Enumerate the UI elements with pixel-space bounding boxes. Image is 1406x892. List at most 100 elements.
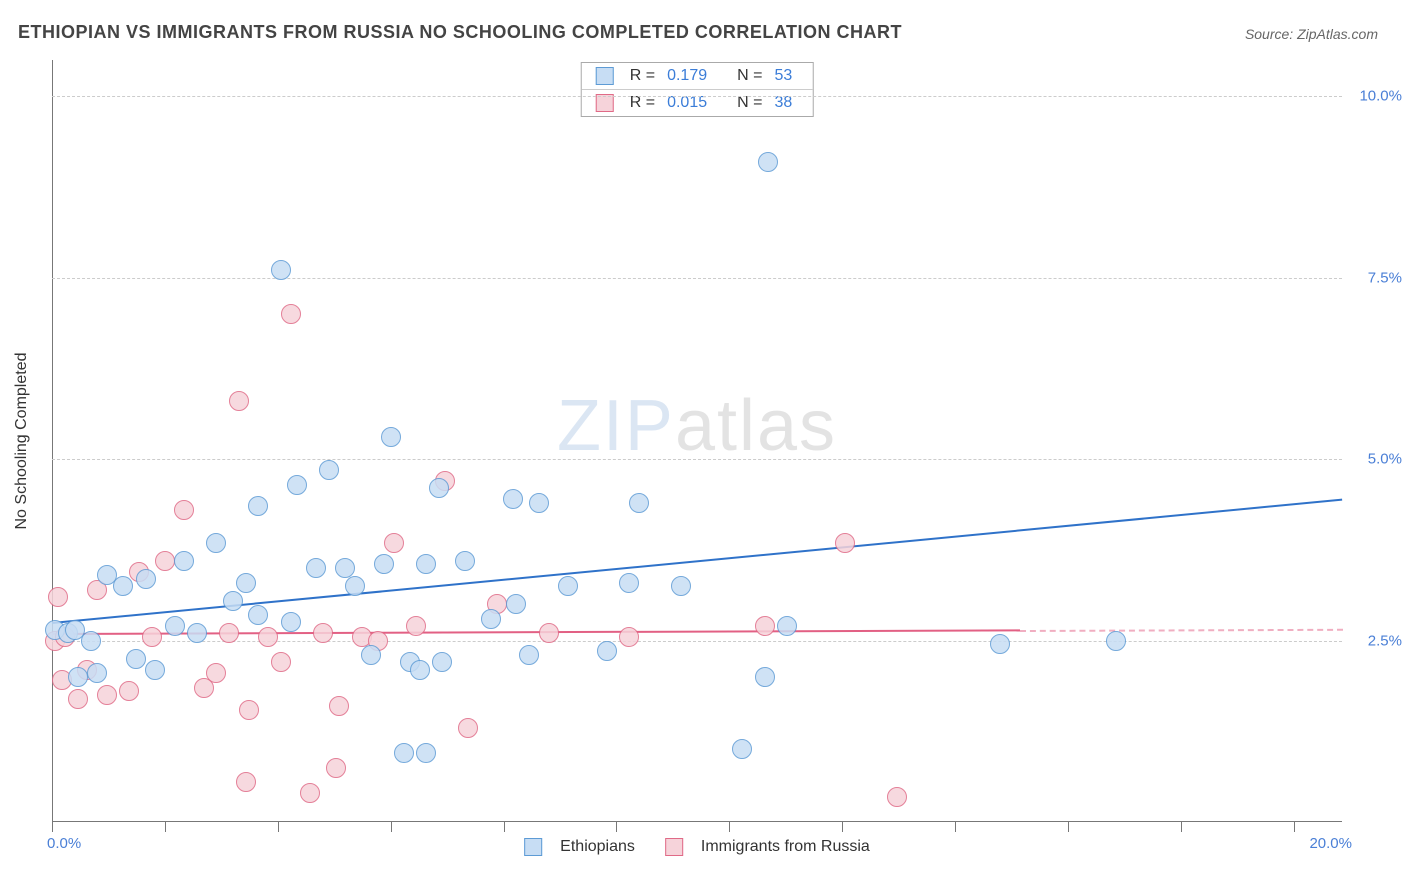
data-point [68,689,88,709]
data-point [458,718,478,738]
data-point [281,612,301,632]
data-point [81,631,101,651]
data-point [597,641,617,661]
data-point [345,576,365,596]
x-tick [504,822,505,832]
data-point [48,587,68,607]
gridline [52,278,1342,279]
data-point [887,787,907,807]
data-point [258,627,278,647]
data-point [777,616,797,636]
x-tick [955,822,956,832]
stat-n-label: N = [737,67,762,85]
data-point [126,649,146,669]
stats-box: R = 0.179 N = 53 R = 0.015N = 38 [581,62,814,117]
data-point [394,743,414,763]
stats-row: R = 0.179 N = 53 [582,63,813,89]
y-axis-line [52,60,53,822]
data-point [629,493,649,513]
data-point [287,475,307,495]
data-point [406,616,426,636]
data-point [281,304,301,324]
data-point [455,551,475,571]
data-point [481,609,501,629]
data-point [381,427,401,447]
y-tick-label: 7.5% [1368,269,1402,286]
x-tick [1181,822,1182,832]
data-point [326,758,346,778]
watermark: ZIPatlas [557,385,837,467]
data-point [136,569,156,589]
data-point [271,260,291,280]
data-point [174,551,194,571]
data-point [145,660,165,680]
data-point [206,663,226,683]
data-point [174,500,194,520]
chart-title: ETHIOPIAN VS IMMIGRANTS FROM RUSSIA NO S… [18,22,902,43]
legend-item: Ethiopians [524,838,635,856]
data-point [558,576,578,596]
x-tick [1294,822,1295,832]
data-point [416,743,436,763]
x-tick [1068,822,1069,832]
data-point [306,558,326,578]
trendline-s1 [52,499,1342,624]
legend-swatch [524,838,542,856]
data-point [248,496,268,516]
data-point [229,391,249,411]
data-point [374,554,394,574]
data-point [506,594,526,614]
gridline [52,459,1342,460]
stat-r-value: 0.179 [667,67,707,85]
data-point [165,616,185,636]
data-point [319,460,339,480]
data-point [539,623,559,643]
data-point [155,551,175,571]
stats-row: R = 0.015N = 38 [582,89,813,116]
data-point [236,573,256,593]
data-point [619,627,639,647]
trendline-dashed-s2 [1019,628,1342,631]
data-point [835,533,855,553]
data-point [97,685,117,705]
data-point [313,623,333,643]
data-point [142,627,162,647]
legend-label: Ethiopians [560,838,635,856]
source-label: Source: ZipAtlas.com [1245,26,1378,42]
stat-n-value: 53 [774,67,792,85]
data-point [68,667,88,687]
x-tick [391,822,392,832]
data-point [416,554,436,574]
data-point [206,533,226,553]
data-point [1106,631,1126,651]
x-axis-label-start: 0.0% [47,835,81,852]
data-point [87,663,107,683]
data-point [187,623,207,643]
data-point [529,493,549,513]
data-point [239,700,259,720]
data-point [429,478,449,498]
stat-r-label: R = [630,67,655,85]
data-point [758,152,778,172]
legend-label: Immigrants from Russia [701,838,870,856]
data-point [755,667,775,687]
x-axis-label-end: 20.0% [1309,835,1352,852]
data-point [671,576,691,596]
y-axis-title: No Schooling Completed [13,353,31,530]
legend-item: Immigrants from Russia [665,838,870,856]
x-tick [52,822,53,832]
data-point [219,623,239,643]
data-point [503,489,523,509]
data-point [223,591,243,611]
x-tick [278,822,279,832]
x-tick [842,822,843,832]
data-point [119,681,139,701]
data-point [732,739,752,759]
data-point [236,772,256,792]
data-point [271,652,291,672]
watermark-atlas: atlas [675,386,837,466]
data-point [432,652,452,672]
gridline [52,96,1342,97]
gridline [52,641,1342,642]
legend-swatch [665,838,683,856]
